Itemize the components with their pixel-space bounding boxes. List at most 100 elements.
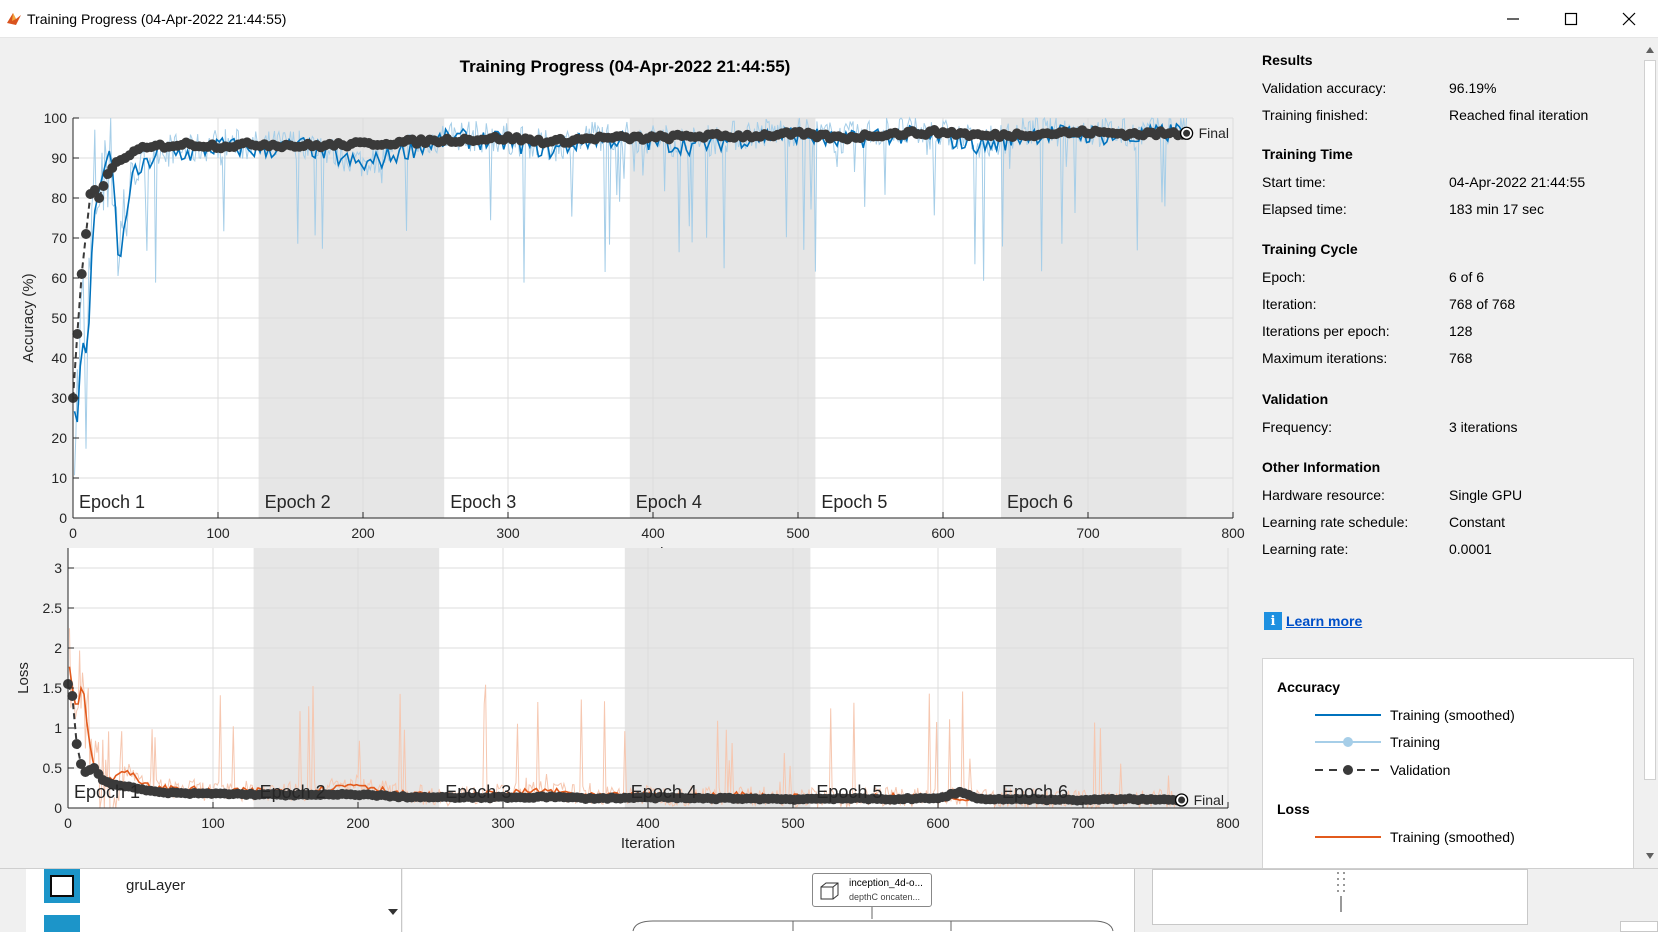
scrollbar-thumb[interactable] (1644, 60, 1656, 780)
epoch-label: Epoch 6 (1007, 492, 1073, 512)
epoch-label: Epoch 1 (74, 782, 140, 802)
section-heading: Validation (1262, 391, 1329, 407)
info-label: Training finished: (1262, 107, 1369, 123)
legend-symbol-acc-raw (1315, 737, 1381, 747)
info-label: Learning rate schedule: (1262, 514, 1409, 530)
info-value: 183 min 17 sec (1449, 201, 1544, 217)
node-title: inception_4d-o... (849, 878, 923, 889)
panel-scrollbar[interactable] (1642, 38, 1658, 868)
x-tick-label: 400 (636, 815, 660, 831)
validation-point (81, 229, 91, 239)
epoch-label: Epoch 4 (636, 492, 702, 512)
legend-label: Training (1390, 734, 1441, 750)
node-connectors (632, 907, 1114, 932)
y-tick-label: 60 (51, 270, 67, 286)
learn-more-link[interactable]: i Learn more (1264, 612, 1362, 630)
validation-point (94, 193, 105, 203)
epoch-label: Epoch 2 (260, 782, 326, 802)
y-tick-label: 10 (51, 470, 67, 486)
close-button[interactable] (1600, 0, 1658, 38)
x-tick-label: 700 (1076, 525, 1100, 541)
y-tick-label: 3 (54, 560, 62, 576)
background-window-strip: gruLayer inception_4d-o... depthC oncate… (0, 868, 1658, 932)
minimize-button[interactable] (1484, 0, 1542, 38)
x-tick-label: 700 (1071, 815, 1095, 831)
y-tick-label: 90 (51, 150, 67, 166)
y-tick-label: 50 (51, 310, 67, 326)
x-tick-label: 400 (641, 525, 665, 541)
y-tick-label: 2 (54, 640, 62, 656)
x-tick-label: 100 (206, 525, 230, 541)
section-heading: Training Time (1262, 146, 1353, 162)
section-heading: Training Cycle (1262, 241, 1358, 257)
gru-layer-icon (44, 869, 80, 903)
window-title: Training Progress (04-Apr-2022 21:44:55) (27, 11, 287, 27)
legend-label: Validation (1390, 762, 1451, 778)
y-tick-label: 40 (51, 350, 67, 366)
x-tick-label: 500 (786, 525, 810, 541)
legend-heading: Accuracy (1277, 679, 1341, 695)
final-marker-dot (1183, 129, 1191, 137)
epoch-label: Epoch 2 (265, 492, 331, 512)
network-canvas-pane: inception_4d-o... depthC oncaten... (403, 869, 1135, 932)
info-value: 768 (1449, 350, 1473, 366)
section-heading: Results (1262, 52, 1313, 68)
y-tick-label: 0 (59, 510, 67, 526)
chevron-down-icon[interactable] (388, 909, 398, 915)
info-label: Hardware resource: (1262, 487, 1385, 503)
matlab-icon (7, 13, 21, 25)
validation-point (89, 185, 100, 195)
final-label: Final (1199, 125, 1229, 141)
legend-box: Accuracy Loss Training (smoothed) Training V… (1262, 658, 1634, 873)
legend-label: Training (smoothed) (1390, 707, 1515, 723)
layer-icon-partial (44, 915, 80, 932)
y-tick-label: 30 (51, 390, 67, 406)
validation-point (67, 691, 78, 701)
x-tick-label: 800 (1216, 815, 1240, 831)
training-plots: Training Progress (04-Apr-2022 21:44:55)… (15, 57, 1245, 852)
info-value: Single GPU (1449, 487, 1523, 503)
validation-point (76, 269, 87, 279)
info-value: 04-Apr-2022 21:44:55 (1449, 174, 1586, 190)
info-value: 128 (1449, 323, 1473, 339)
close-icon (1622, 12, 1636, 26)
network-node[interactable]: inception_4d-o... depthC oncaten... (812, 873, 932, 907)
validation-point (98, 181, 109, 191)
epoch-label: Epoch 5 (816, 782, 882, 802)
maximize-button[interactable] (1542, 0, 1600, 38)
y-tick-label: 0.5 (43, 760, 63, 776)
x-axis-label: Iteration (621, 835, 675, 852)
info-value: 0.0001 (1449, 541, 1492, 557)
x-tick-label: 600 (931, 525, 955, 541)
y-tick-label: 100 (44, 110, 68, 126)
info-label: Iterations per epoch: (1262, 323, 1390, 339)
layer-name[interactable]: gruLayer (126, 877, 186, 894)
epoch-shade (996, 548, 1182, 808)
info-label: Frequency: (1262, 419, 1333, 435)
info-label: Validation accuracy: (1262, 80, 1387, 96)
plot-title: Training Progress (04-Apr-2022 21:44:55) (460, 57, 791, 76)
info-label: Start time: (1262, 174, 1326, 190)
x-tick-label: 200 (346, 815, 370, 831)
x-tick-label: 0 (69, 525, 77, 541)
x-tick-label: 300 (496, 525, 520, 541)
results-panel: Results Validation accuracy: 96.19% Trainin… (1252, 38, 1642, 873)
minimize-icon (1507, 18, 1519, 20)
y-tick-label: 1.5 (43, 680, 63, 696)
window-title-bar: Training Progress (04-Apr-2022 21:44:55) (0, 0, 1658, 38)
x-tick-label: 100 (201, 815, 225, 831)
learn-more-label[interactable]: Learn more (1286, 613, 1363, 629)
legend-symbol-acc-smooth (1315, 714, 1381, 716)
validation-point (72, 329, 83, 339)
x-tick-label: 0 (64, 815, 72, 831)
maximize-icon (1564, 12, 1578, 26)
depth-concat-icon (820, 882, 839, 900)
validation-point (76, 759, 86, 769)
epoch-shade (624, 548, 811, 808)
x-tick-label: 200 (351, 525, 375, 541)
scroll-up-icon[interactable] (1645, 46, 1655, 54)
info-value: 6 of 6 (1449, 269, 1485, 285)
y-tick-label: 2.5 (43, 600, 63, 616)
legend-heading: Loss (1277, 801, 1310, 817)
scroll-down-icon[interactable] (1645, 852, 1655, 860)
